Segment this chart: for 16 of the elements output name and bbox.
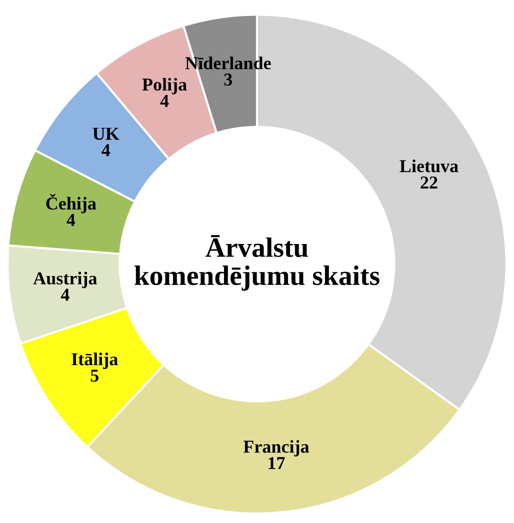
data-label: 3 [224, 74, 232, 86]
slice-label: Austrija [33, 272, 98, 288]
slice-label: Itālija [72, 352, 118, 369]
slice-label: Polija [142, 78, 187, 94]
text: Ārvalstu komendējumu skaits [134, 235, 380, 291]
slice-label: Čehija [46, 194, 96, 214]
slice-label: Lietuva [400, 160, 458, 172]
slice-label: UK [92, 128, 120, 140]
data-label: 4 [60, 288, 70, 301]
data-label: 5 [90, 370, 98, 382]
data-label: 4 [102, 144, 110, 156]
data-label: 4 [160, 94, 169, 107]
data-label: 22 [420, 176, 438, 188]
data-label: 4 [66, 214, 76, 226]
data-label: 17 [268, 457, 285, 469]
slice-label: Francija [243, 440, 310, 456]
